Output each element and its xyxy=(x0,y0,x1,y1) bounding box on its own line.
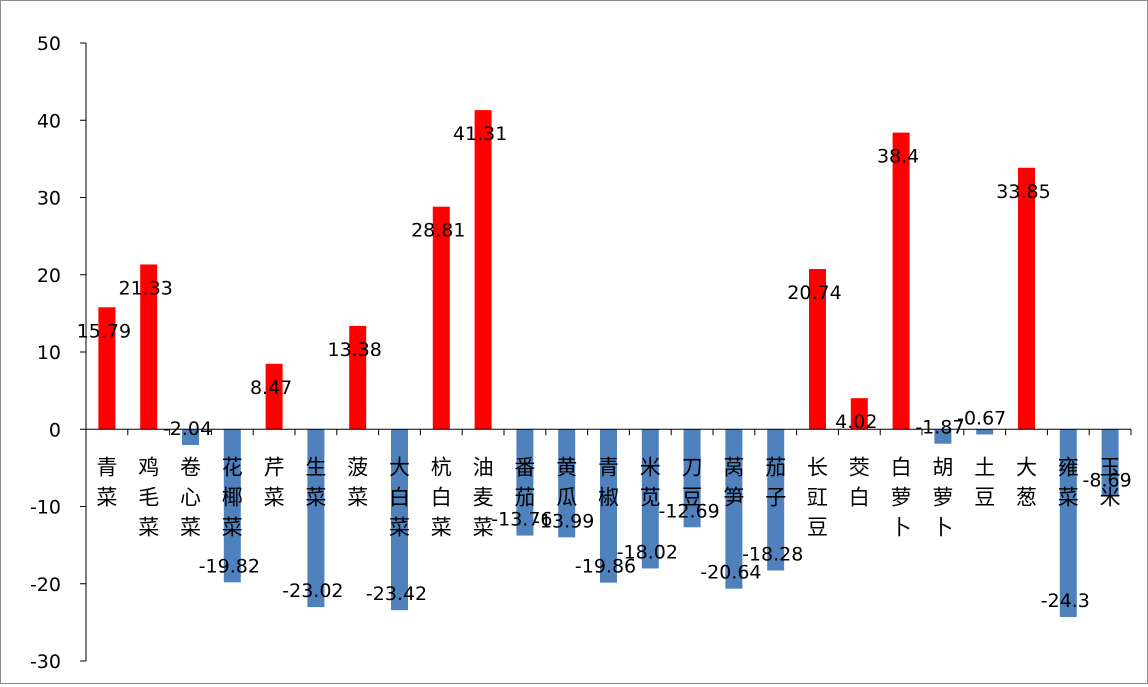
bar-20 xyxy=(934,429,952,444)
bar-11 xyxy=(558,429,576,538)
data-label: 33.85 xyxy=(996,181,1050,203)
bar-22 xyxy=(1018,167,1035,430)
data-label: -12.69 xyxy=(658,500,719,522)
x-category-label: 番茄 xyxy=(514,455,535,509)
x-category-label: 花椰菜 xyxy=(222,455,243,539)
bar-19 xyxy=(892,132,910,430)
data-label: 13.38 xyxy=(327,339,381,361)
bar-13 xyxy=(641,429,659,569)
x-category-label: 大白菜 xyxy=(389,455,410,539)
x-category-label: 油麦菜 xyxy=(473,455,494,539)
x-category-label: 卷心菜 xyxy=(180,455,201,539)
x-category-label: 青菜 xyxy=(96,455,117,509)
data-label: -23.42 xyxy=(366,583,427,605)
x-category-label: 土豆 xyxy=(974,455,995,509)
bar-10 xyxy=(516,429,534,536)
x-category-label: 莴笋 xyxy=(723,455,744,509)
y-tick-label: 30 xyxy=(37,188,61,210)
x-category-label: 米苋 xyxy=(640,455,661,509)
data-label: -2.04 xyxy=(163,418,212,440)
x-category-label: 生菜 xyxy=(305,455,326,509)
bar-1 xyxy=(140,264,158,430)
data-label: -18.28 xyxy=(742,543,803,565)
bar-5 xyxy=(307,429,325,608)
y-tick-label: -10 xyxy=(30,497,61,519)
bar-8 xyxy=(432,206,450,430)
data-label: 28.81 xyxy=(411,220,465,242)
data-label: -13.76 xyxy=(491,509,552,531)
y-tick-label: 20 xyxy=(37,265,61,287)
data-label: 21.33 xyxy=(118,277,172,299)
x-category-label: 青椒 xyxy=(598,455,619,509)
data-label: -13.99 xyxy=(533,510,594,532)
y-tick-label: 40 xyxy=(37,110,61,132)
bar-12 xyxy=(600,429,617,583)
data-label: -23.02 xyxy=(282,580,343,602)
data-label: -8.69 xyxy=(1083,469,1132,491)
x-category-label: 黄瓜 xyxy=(556,455,577,509)
data-label: -18.02 xyxy=(617,541,678,563)
bar-15 xyxy=(725,429,743,589)
data-label: 20.74 xyxy=(787,282,841,304)
bar-0 xyxy=(98,307,116,430)
bar-17 xyxy=(809,269,826,430)
x-category-label: 杭白菜 xyxy=(431,455,452,539)
x-category-label: 鸡毛菜 xyxy=(138,455,159,539)
bar-7 xyxy=(391,429,408,611)
data-labels: 15.79 21.33 -2.04 -19.82 8.47 -23.02 13.38 -23.… xyxy=(77,123,1132,612)
x-category-label: 菠菜 xyxy=(347,455,368,509)
data-label: 38.4 xyxy=(877,146,919,168)
bar-6 xyxy=(349,325,367,430)
bar-24 xyxy=(1101,429,1119,497)
bar-18 xyxy=(850,398,868,430)
x-category-label: 茄子 xyxy=(765,455,786,509)
bar-16 xyxy=(767,429,785,571)
data-label: 4.02 xyxy=(835,411,877,433)
y-tick-label: 50 xyxy=(37,33,61,55)
bar-9 xyxy=(474,110,492,430)
data-label: -24.3 xyxy=(1041,590,1090,612)
y-tick-label: -30 xyxy=(30,651,61,673)
data-label: -0.67 xyxy=(957,407,1006,429)
bar-3 xyxy=(223,429,241,583)
data-label: -19.82 xyxy=(199,555,260,577)
x-category-label: 玉米 xyxy=(1100,455,1121,509)
bar-2 xyxy=(182,429,199,446)
data-label: 8.47 xyxy=(250,377,292,399)
data-label: 41.31 xyxy=(453,123,507,145)
y-tick-label: 0 xyxy=(49,419,61,441)
x-category-label: 胡萝卜 xyxy=(932,455,953,539)
bar-4 xyxy=(265,363,283,430)
x-category-label: 长豇豆 xyxy=(807,455,828,539)
x-category-label: 白萝卜 xyxy=(891,455,912,539)
x-category-label: 雍菜 xyxy=(1058,455,1079,509)
data-label: -19.86 xyxy=(575,556,636,578)
x-axis-category-labels: 青菜鸡毛菜卷心菜花椰菜芹菜生菜菠菜大白菜杭白菜油麦菜番茄黄瓜青椒米苋刀豆莴笋茄子… xyxy=(96,455,1120,539)
x-category-label: 芹菜 xyxy=(264,455,285,509)
bar-series xyxy=(98,110,1119,617)
data-label: -1.87 xyxy=(915,417,964,439)
y-tick-label: -20 xyxy=(30,574,61,596)
axes xyxy=(85,43,1132,661)
y-tick-label: 10 xyxy=(37,342,61,364)
x-category-label: 刀豆 xyxy=(682,455,703,509)
bar-14 xyxy=(683,429,701,528)
data-label: 15.79 xyxy=(77,320,131,342)
data-label: -20.64 xyxy=(700,562,761,584)
x-category-label: 大葱 xyxy=(1016,455,1037,509)
bar-23 xyxy=(1059,429,1077,617)
x-category-label: 茭白 xyxy=(849,455,870,509)
y-axis-ticks: 50 40 30 20 10 0 -10 -20 -30 xyxy=(30,33,86,673)
bar-21 xyxy=(976,429,994,435)
